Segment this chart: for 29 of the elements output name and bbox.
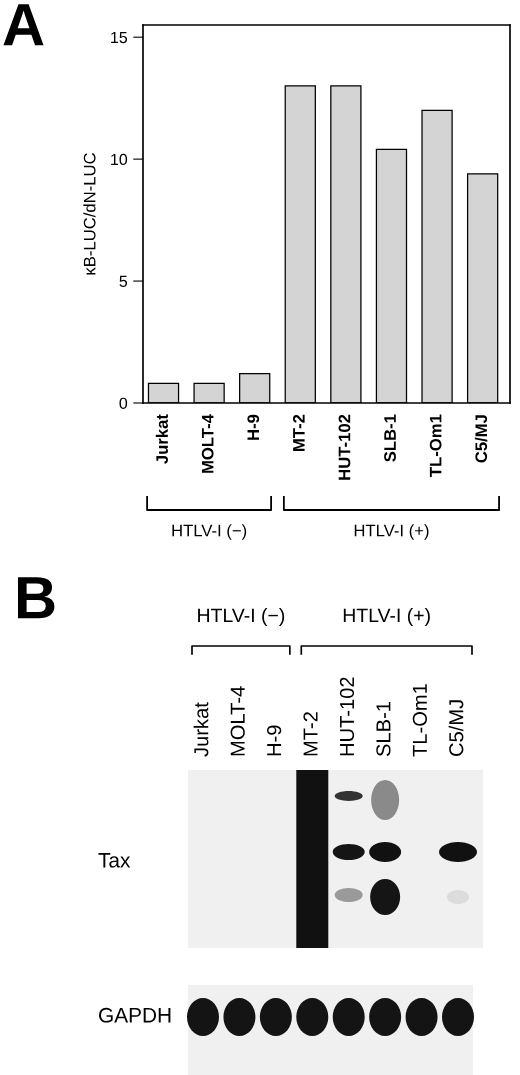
- text: B: [17, 577, 55, 619]
- x-tick-label: C5/MJ: [474, 415, 488, 463]
- text: HTLV-I (+): [343, 607, 430, 627]
- x-tick-label: HUT-102: [338, 414, 351, 480]
- category-label: C5/MJ: [448, 700, 464, 756]
- y-axis-title: κB-LUC/dN-LUC: [83, 153, 96, 275]
- y-tick-label: 10: [111, 153, 128, 166]
- category-label: TL-Om1: [412, 684, 427, 757]
- category-label: H-9: [267, 725, 282, 756]
- x-tick-label: Jurkat: [155, 414, 168, 464]
- x-tick-label: MT-2: [292, 414, 305, 451]
- text: HTLV-I (−): [198, 607, 285, 627]
- x-tick-label: TL-Om1: [429, 414, 442, 477]
- category-label: Jurkat: [193, 702, 209, 757]
- text: HTLV-I (+): [354, 524, 429, 540]
- category-label: MT-2: [303, 712, 318, 756]
- category-label: SLB-1: [376, 702, 391, 757]
- y-tick-label: 15: [111, 31, 128, 44]
- category-label: MOLT-4: [230, 686, 245, 756]
- chart-title: A: [3, 4, 44, 46]
- category-label: HUT-102: [339, 677, 355, 756]
- x-tick-label: SLB-1: [384, 414, 396, 462]
- category-label: GAPDH: [99, 1007, 171, 1023]
- text: HTLV-I (−): [172, 524, 247, 540]
- x-tick-label: MOLT-4: [201, 414, 214, 473]
- y-tick-label: 0: [119, 397, 128, 409]
- x-tick-label: H-9: [247, 414, 260, 440]
- category-label: Tax: [98, 853, 131, 868]
- y-tick-label: 5: [119, 275, 128, 288]
